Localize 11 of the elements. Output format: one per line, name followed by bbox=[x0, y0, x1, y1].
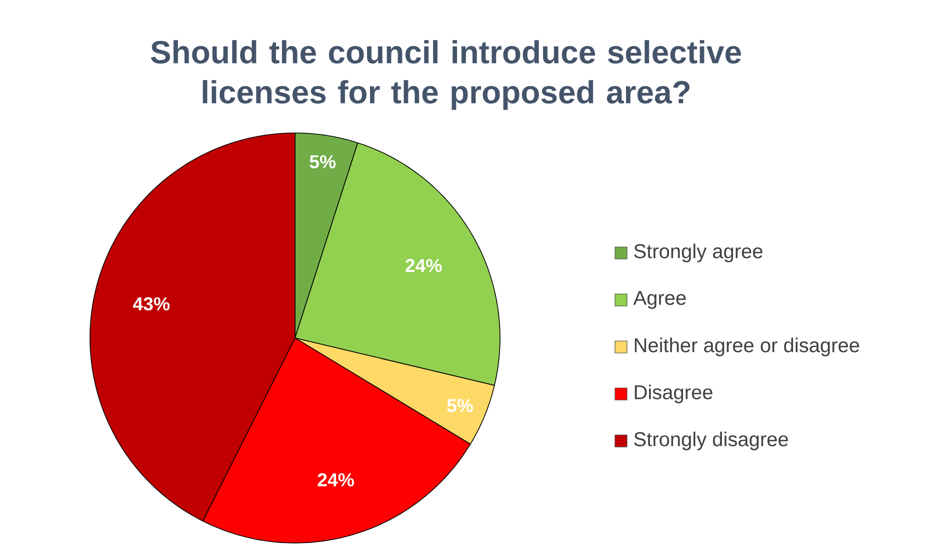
chart-title: Should the council introduce selective licenses for the proposed area? bbox=[150, 40, 741, 110]
data-label: 43% bbox=[133, 297, 170, 310]
data-label: 5% bbox=[310, 155, 336, 168]
legend-label: Strongly disagree bbox=[634, 432, 788, 450]
legend-label: Strongly agree bbox=[634, 244, 762, 262]
data-label: 24% bbox=[406, 258, 442, 272]
legend-label: Disagree bbox=[634, 384, 712, 404]
data-label: 24% bbox=[318, 473, 354, 486]
legend-label: Neither agree or disagree bbox=[634, 338, 860, 356]
data-label: 5% bbox=[447, 399, 474, 412]
legend-label: Agree bbox=[633, 291, 686, 309]
